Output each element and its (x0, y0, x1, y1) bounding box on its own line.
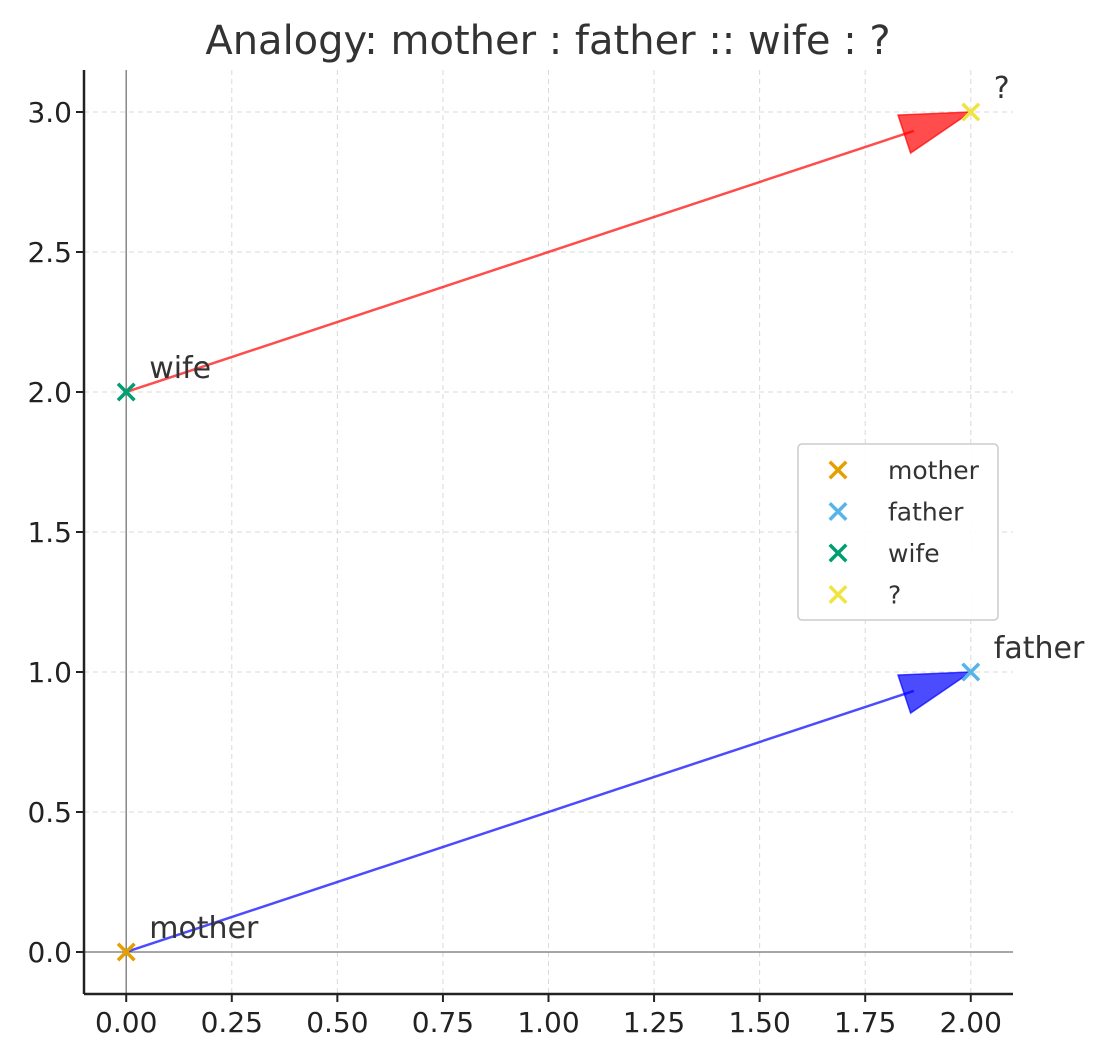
x-tick-label: 1.25 (623, 1006, 685, 1039)
marker-stroke (961, 662, 981, 682)
point-label: wife (149, 351, 211, 386)
y-tick-label: 2.5 (27, 236, 72, 269)
x-tick-label: 2.00 (940, 1006, 1002, 1039)
point-marker-0 (116, 942, 136, 962)
axes: 0.00 0.25 0.50 0.75 1.00 1.25 1.50 1.75 2.00 0.0 0… (27, 70, 1013, 1039)
legend-marker-2 (828, 543, 848, 563)
grid-layer (84, 70, 1013, 994)
point-label: mother (149, 911, 259, 946)
arrow-1 (125, 111, 974, 394)
point-label: father (994, 631, 1085, 666)
arrow-0 (125, 671, 974, 954)
arrow-head (897, 111, 974, 155)
y-tick-label: 0.0 (27, 936, 72, 969)
point-marker-1 (961, 662, 981, 682)
marker-stroke (116, 942, 136, 962)
x-tick-label: 1.50 (728, 1006, 790, 1039)
x-tick-label: 0.75 (412, 1006, 474, 1039)
y-tick-label: 1.0 (27, 656, 72, 689)
y-tick-label: 2.0 (27, 376, 72, 409)
chart-title: Analogy: mother : father :: wife : ? (205, 18, 890, 64)
y-tick-label: 1.5 (27, 516, 72, 549)
marker-stroke (828, 585, 848, 604)
marker-stroke (828, 502, 848, 521)
marker-stroke (961, 102, 981, 122)
marker-stroke (828, 543, 848, 563)
marker-stroke (828, 460, 848, 480)
legend-label: wife (888, 539, 940, 568)
x-tick-label: 0.00 (95, 1006, 157, 1039)
legend-marker-3 (828, 585, 848, 604)
legend: mother father wife? (797, 443, 999, 621)
point-marker-2 (116, 382, 136, 402)
y-tick-label: 3.0 (27, 96, 72, 129)
x-tick-label: 1.75 (834, 1006, 896, 1039)
legend-label: father (888, 498, 964, 527)
arrow-shaft (125, 689, 915, 954)
point-label: ? (994, 71, 1010, 106)
legend-box (797, 443, 999, 621)
marker-stroke (116, 382, 136, 402)
arrow-head (897, 671, 974, 715)
y-tick-label: 0.5 (27, 796, 72, 829)
legend-marker-0 (828, 460, 848, 480)
point-layer (116, 102, 981, 962)
reference-lines (84, 70, 1013, 994)
point-labels: mother father wife? (149, 71, 1085, 946)
point-marker-3 (961, 102, 981, 122)
x-tick-label: 1.00 (517, 1006, 579, 1039)
arrow-layer (125, 111, 974, 954)
x-tick-label: 0.50 (306, 1006, 368, 1039)
arrow-shaft (125, 129, 915, 394)
legend-marker-1 (828, 502, 848, 521)
legend-label: mother (888, 456, 980, 485)
x-tick-label: 0.25 (201, 1006, 263, 1039)
legend-label: ? (888, 581, 901, 610)
